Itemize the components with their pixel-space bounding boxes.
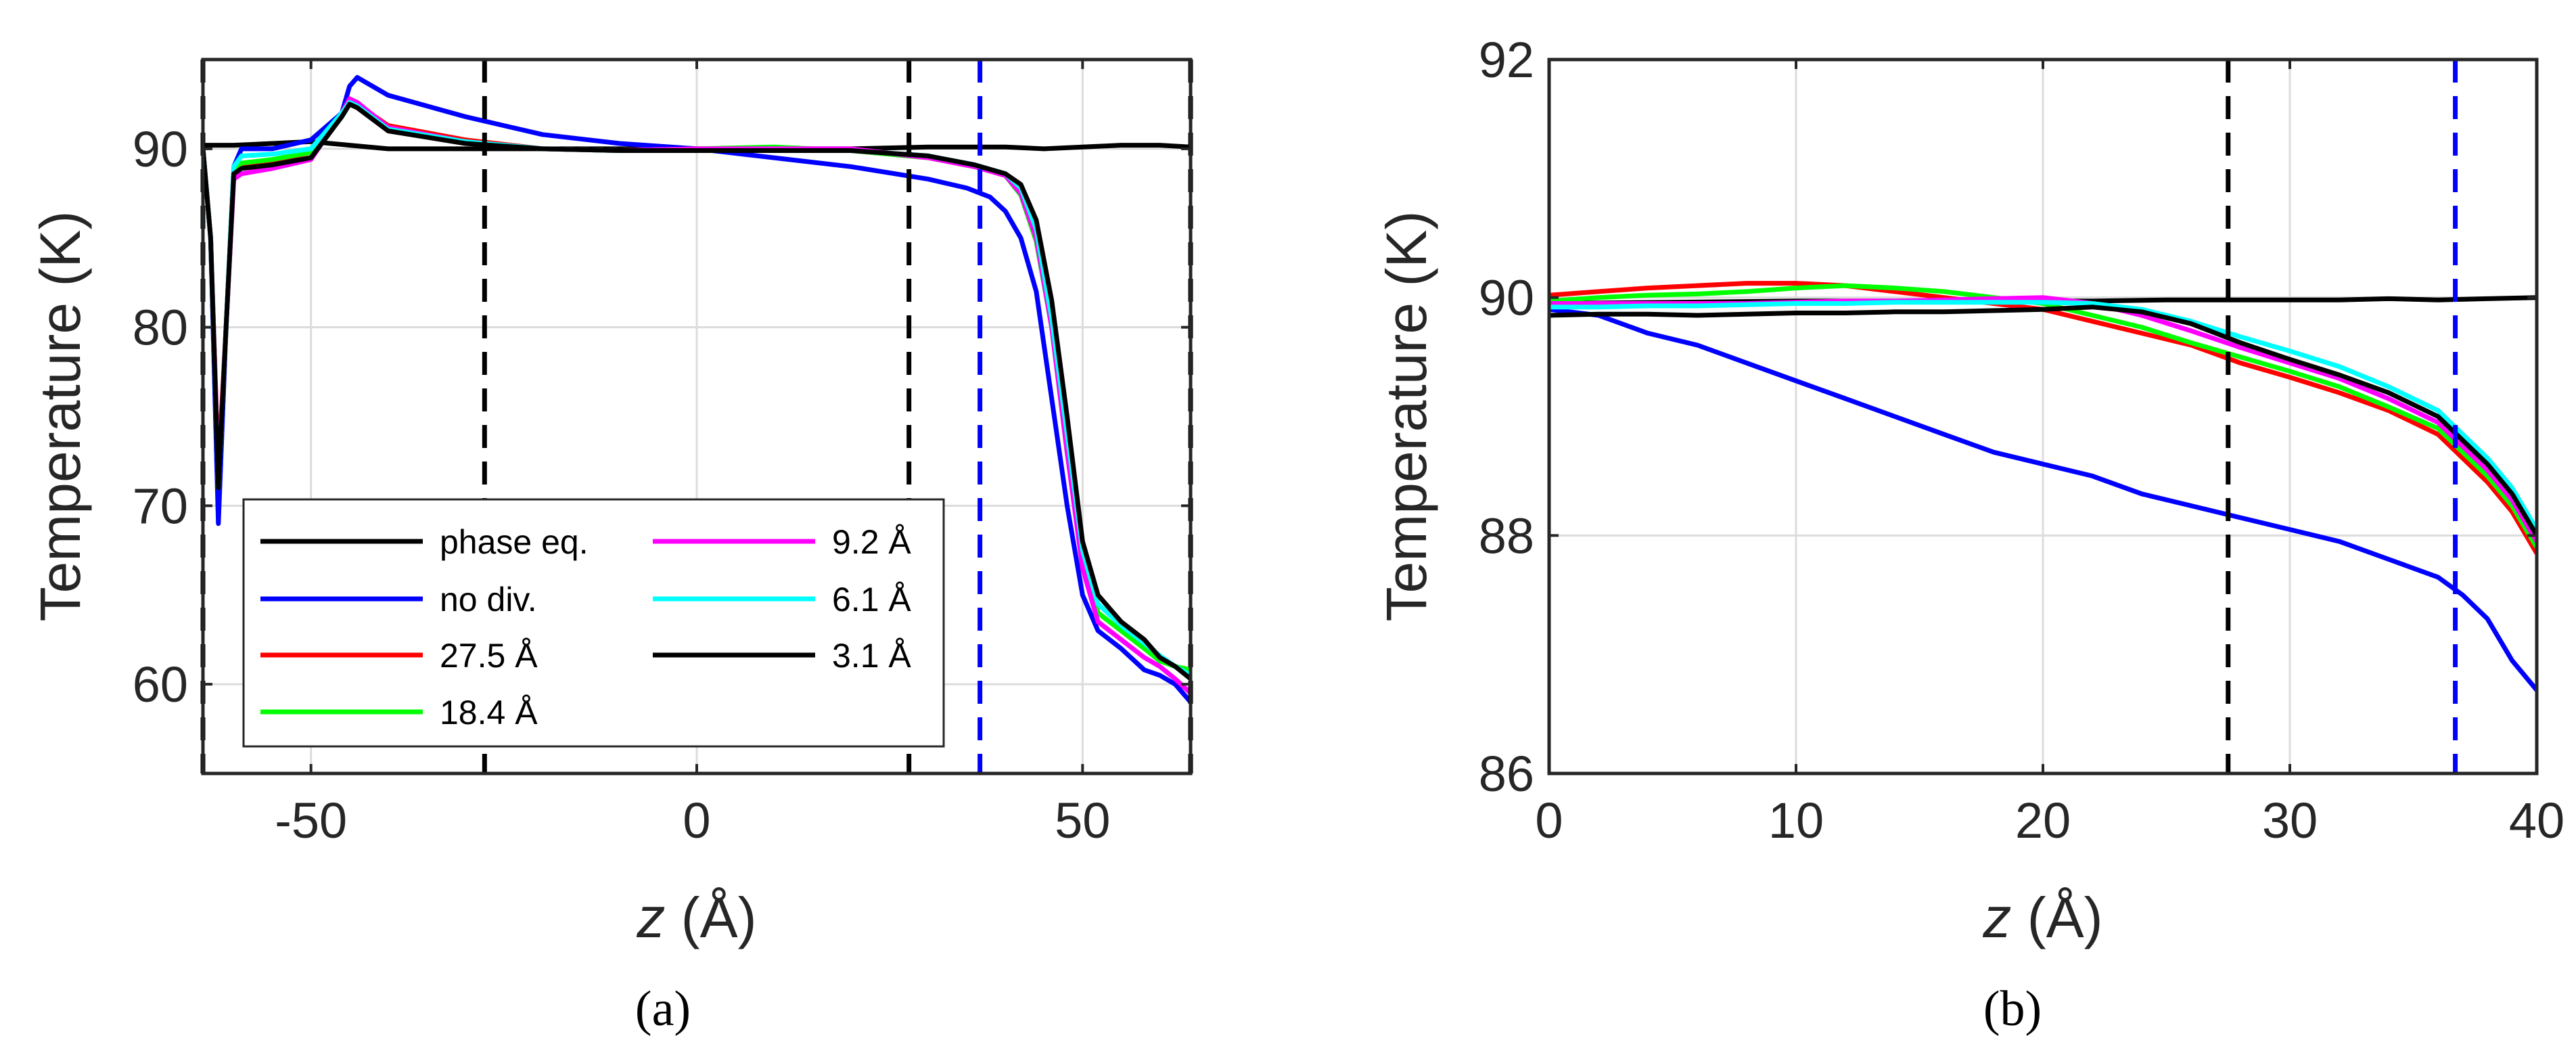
legend-label-no-div: no div. — [440, 581, 537, 619]
tick-label-y-a: 60 — [133, 656, 188, 713]
tick-label-y-b: 92 — [1479, 32, 1534, 88]
legend-label-9-2: 9.2 Å — [832, 523, 911, 561]
series-line-3-1-b — [1549, 305, 2537, 537]
xlabel-a-unit: (Å) — [665, 886, 756, 949]
tick-label-y-a: 70 — [133, 478, 188, 534]
ylabel-b: Temperature (K) — [1375, 211, 1438, 622]
tick-label-x-b: 30 — [2262, 792, 2318, 849]
legend: phase eq. no div. 27.5 Å 18.4 Å 9.2 Å 6.… — [242, 498, 945, 748]
tick-label-y-b: 88 — [1479, 508, 1534, 564]
series-line-no-div-b — [1549, 307, 2537, 692]
tick-label-x-b: 40 — [2509, 792, 2564, 849]
tick-label-y-b: 86 — [1479, 746, 1534, 802]
series-line-no-div-a — [203, 74, 1191, 704]
tick-label-x-a: -50 — [275, 792, 347, 849]
tick-label-y-b: 90 — [1479, 270, 1534, 326]
panel-label-a: (a) — [635, 981, 691, 1037]
tick-label-y-a: 80 — [133, 300, 188, 356]
xlabel-a: z (Å) — [636, 886, 756, 949]
tick-label-x-b: 0 — [1535, 792, 1563, 849]
chart-panel-a: -50 0 50 60 70 80 90 Temperature (K) z (Å) (a)… — [28, 58, 1193, 1037]
tick-label-y-a: 90 — [133, 121, 188, 177]
xlabel-a-var: z — [636, 886, 665, 949]
legend-label-phase-eq: phase eq. — [440, 523, 589, 561]
xlabel-b: z (Å) — [1982, 886, 2102, 949]
tick-label-x-a: 50 — [1055, 792, 1110, 849]
series-line-6-1-b — [1549, 300, 2537, 531]
tick-label-x-b: 20 — [2015, 792, 2071, 849]
tick-label-x-a: 0 — [683, 792, 710, 849]
series-group-b — [1549, 281, 2537, 692]
tick-label-x-b: 10 — [1768, 792, 1824, 849]
xlabel-b-var: z — [1982, 886, 2011, 949]
series-group-a — [203, 74, 1191, 704]
panel-label-b: (b) — [1983, 981, 2042, 1037]
legend-label-18-4: 18.4 Å — [440, 694, 538, 732]
legend-label-3-1: 3.1 Å — [832, 637, 911, 675]
legend-box — [242, 498, 945, 748]
xlabel-b-unit: (Å) — [2011, 886, 2102, 949]
legend-label-6-1: 6.1 Å — [832, 581, 911, 619]
series-line-3-1-a — [203, 102, 1191, 681]
ylabel-a: Temperature (K) — [28, 211, 92, 622]
legend-label-27-5: 27.5 Å — [440, 637, 538, 675]
series-line-18-4-b — [1549, 283, 2537, 549]
series-line-27-5-b — [1549, 281, 2537, 555]
